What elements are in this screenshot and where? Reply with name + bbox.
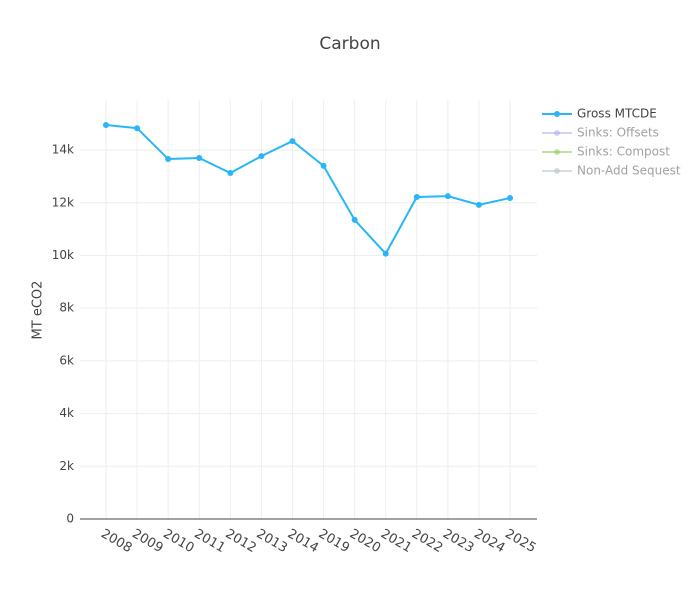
- x-tick-label: 2012: [223, 527, 259, 557]
- y-tick-label: 8k: [59, 301, 74, 315]
- x-tick-label: 2022: [409, 527, 445, 557]
- legend-label: Gross MTCDE: [577, 107, 657, 121]
- point: [196, 154, 203, 161]
- y-tick-label: 0: [66, 512, 74, 526]
- x-tick-label: 2013: [254, 527, 290, 557]
- chart-title: Carbon: [319, 34, 380, 54]
- point: [103, 122, 109, 129]
- x-tick-label: 2009: [129, 527, 165, 557]
- x-tick-label: 2020: [347, 527, 383, 557]
- legend-label: Non-Add Sequest: [577, 164, 681, 178]
- x-tick-label: 2011: [191, 527, 227, 557]
- y-tick-label: 2k: [59, 459, 74, 473]
- point: [382, 250, 389, 257]
- x-tick-label: 2008: [98, 527, 134, 557]
- legend-swatch-marker: [554, 111, 560, 117]
- legend-label: Sinks: Compost: [577, 145, 670, 159]
- point: [413, 193, 420, 200]
- x-tick-label: 2010: [160, 527, 196, 557]
- point: [475, 201, 482, 208]
- point: [320, 162, 327, 169]
- y-tick-label: 6k: [59, 353, 74, 367]
- point: [289, 138, 296, 145]
- point: [507, 195, 514, 202]
- point: [351, 216, 358, 223]
- x-tick-label: 2025: [502, 527, 538, 557]
- x-tick-label: 2021: [378, 527, 414, 557]
- legend-swatch-marker: [554, 168, 560, 174]
- point: [227, 169, 234, 176]
- point: [258, 153, 265, 160]
- point: [444, 193, 451, 200]
- y-axis-label: MT eCO2: [31, 281, 46, 340]
- y-tick-label: 10k: [52, 248, 74, 262]
- y-tick-label: 12k: [52, 195, 74, 209]
- x-tick-label: 2019: [316, 527, 352, 557]
- line: [105, 124, 511, 256]
- x-tick-label: 2023: [440, 527, 476, 557]
- legend-label: Sinks: Offsets: [577, 126, 659, 140]
- y-tick-label: 14k: [52, 143, 74, 157]
- x-tick-label: 2014: [285, 527, 321, 557]
- legend-swatch-marker: [554, 130, 560, 136]
- x-tick-label: 2024: [471, 527, 507, 557]
- point: [165, 156, 172, 163]
- point: [134, 125, 141, 132]
- y-tick-label: 4k: [59, 406, 74, 420]
- legend-swatch-marker: [554, 149, 560, 155]
